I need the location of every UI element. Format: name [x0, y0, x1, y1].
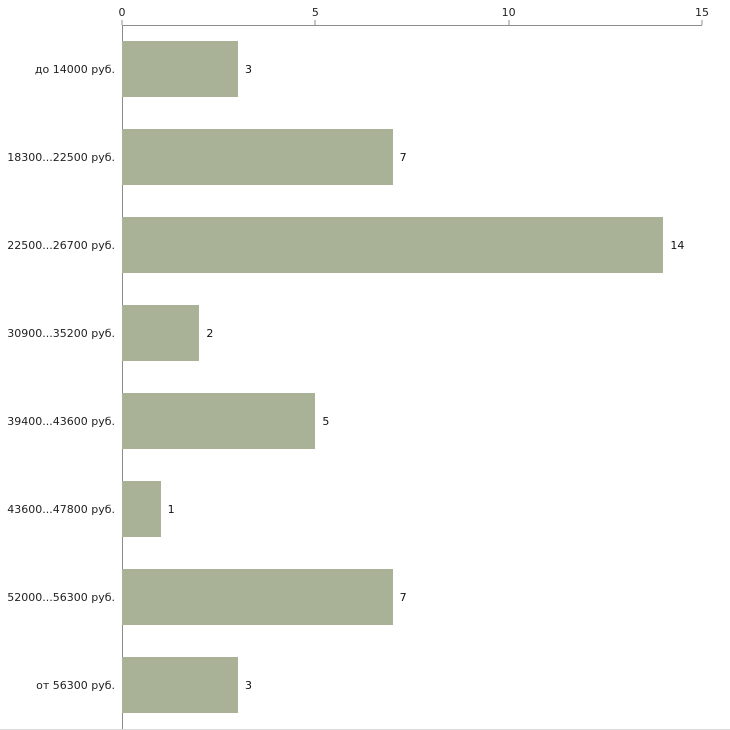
- x-tick-mark: [701, 20, 703, 25]
- bar-row: 39400...43600 руб. 5: [0, 377, 702, 465]
- bar-area: 3: [122, 641, 702, 729]
- bar-row: 43600...47800 руб. 1: [0, 465, 702, 553]
- x-tick-label: 0: [118, 6, 126, 19]
- x-tick-mark: [121, 20, 123, 25]
- x-tick-label: 15: [695, 6, 709, 19]
- bar-area: 5: [122, 377, 702, 465]
- x-tick-mark: [508, 20, 510, 25]
- bar: [122, 481, 161, 537]
- bar: [122, 217, 664, 273]
- value-label: 3: [245, 678, 252, 692]
- value-label: 7: [399, 590, 407, 604]
- bar-area: 7: [122, 113, 702, 201]
- category-label: 18300...22500 руб.: [7, 150, 115, 164]
- bar-area: 7: [122, 553, 702, 641]
- value-label: 3: [245, 62, 252, 76]
- bar-row: 52000...56300 руб. 7: [0, 553, 702, 641]
- bar-area: 3: [122, 25, 702, 113]
- bar-area: 1: [122, 465, 702, 553]
- y-axis-line: [122, 25, 123, 729]
- x-tick-label: 5: [311, 6, 319, 19]
- bar: [122, 305, 200, 361]
- bar-area: 2: [122, 289, 702, 377]
- bar: [122, 393, 316, 449]
- bar-row: 22500...26700 руб. 14: [0, 201, 702, 289]
- bar-row: до 14000 руб. 3: [0, 25, 702, 113]
- x-axis-tick-area: 0 5 10 15: [118, 0, 709, 25]
- bar-area: 14: [122, 201, 702, 289]
- value-label: 5: [322, 414, 330, 428]
- bar: [122, 129, 393, 185]
- bar: [122, 41, 238, 97]
- category-label: 43600...47800 руб.: [7, 502, 115, 516]
- value-label: 14: [670, 238, 685, 252]
- bar: [122, 657, 238, 713]
- category-label: от 56300 руб.: [36, 678, 115, 692]
- x-axis-line: [122, 25, 702, 26]
- category-label: 52000...56300 руб.: [7, 590, 115, 604]
- bar-row: 30900...35200 руб. 2: [0, 289, 702, 377]
- bar: [122, 569, 393, 625]
- bar-rows-container: до 14000 руб. 3 18300...22500 руб. 7 22500..…: [0, 25, 702, 729]
- category-label: 30900...35200 руб.: [7, 326, 115, 340]
- category-label: 22500...26700 руб.: [7, 238, 115, 252]
- category-label: 39400...43600 руб.: [7, 414, 115, 428]
- value-label: 2: [206, 326, 214, 340]
- category-label: до 14000 руб.: [34, 62, 115, 76]
- bar-row: 18300...22500 руб. 7: [0, 113, 702, 201]
- bar-row: от 56300 руб. 3: [0, 641, 702, 729]
- value-label: 7: [399, 150, 407, 164]
- x-tick-label: 10: [501, 6, 516, 19]
- value-label: 1: [167, 502, 175, 516]
- x-tick-mark: [314, 20, 316, 25]
